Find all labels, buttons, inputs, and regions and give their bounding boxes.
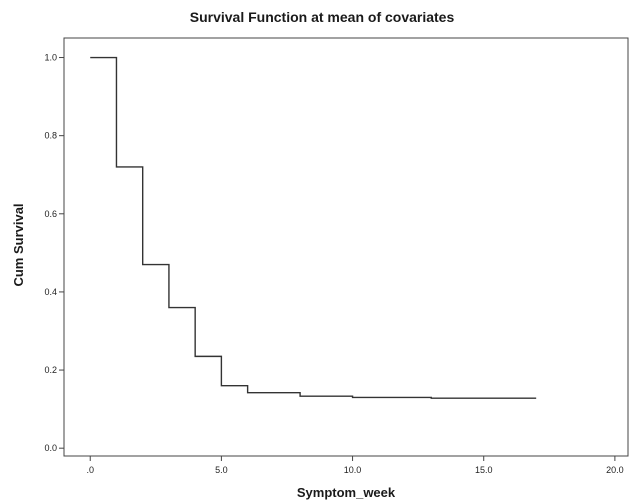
y-tick-label: 0.6 [44,209,57,219]
y-tick-label: 0.0 [44,443,57,453]
x-tick-label: .0 [86,465,94,475]
y-axis: 0.0 0.2 0.4 0.6 0.8 1.0 [44,53,64,453]
y-tick-label: 0.2 [44,365,57,375]
x-tick-label: 10.0 [344,465,362,475]
y-tick-label: 0.4 [44,287,57,297]
chart-title: Survival Function at mean of covariates [190,9,455,25]
x-tick-label: 15.0 [475,465,493,475]
x-tick-label: 20.0 [606,465,624,475]
x-axis-label: Symptom_week [297,485,396,500]
survival-step-line [90,56,537,399]
y-tick-label: 1.0 [44,53,57,63]
y-tick-label: 0.8 [44,131,57,141]
x-tick-label: 5.0 [215,465,228,475]
x-axis: .0 5.0 10.0 15.0 20.0 [86,456,624,475]
y-axis-label: Cum Survival [11,203,26,286]
plot-frame [63,37,629,457]
